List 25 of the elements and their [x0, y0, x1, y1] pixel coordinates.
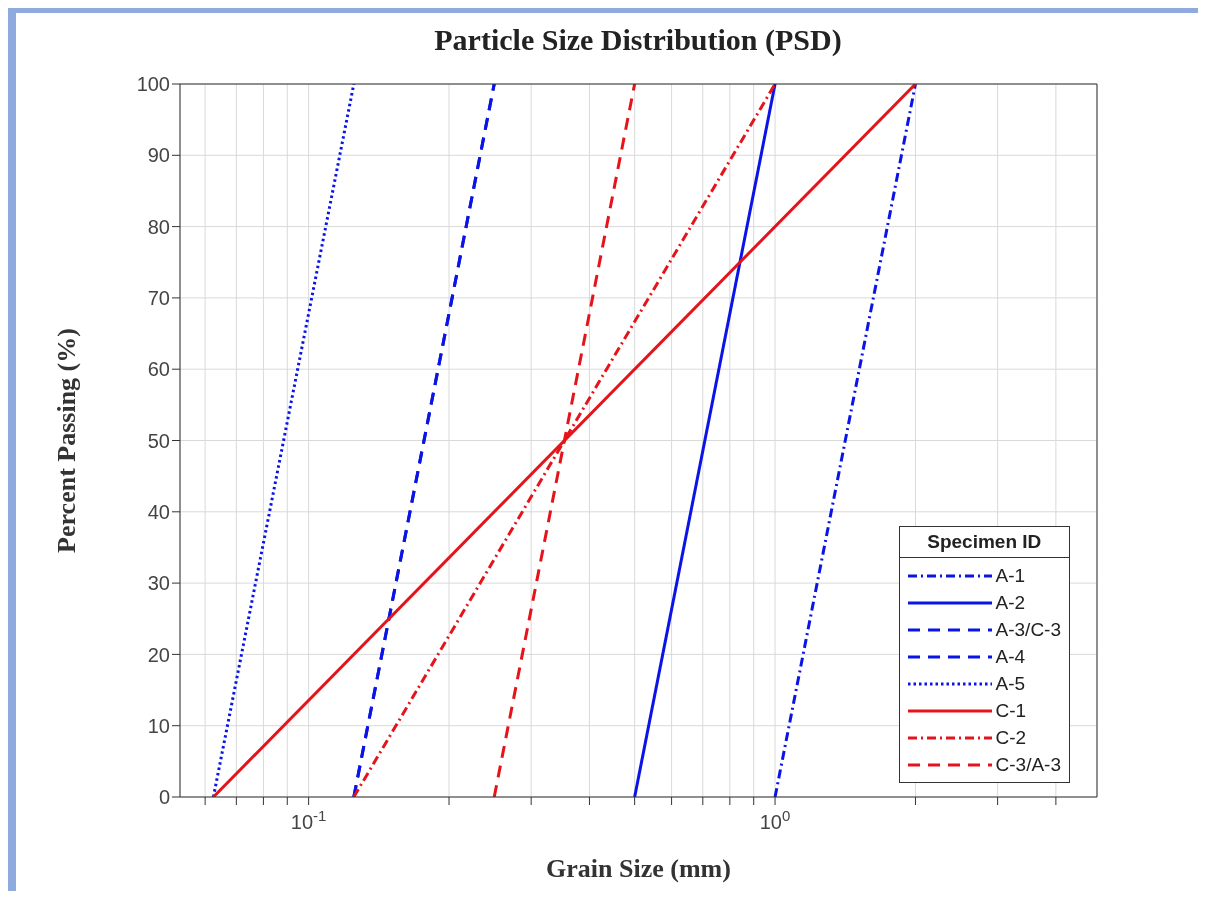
chart-title: Particle Size Distribution (PSD): [433, 23, 843, 57]
y-tick-label: 60: [147, 358, 170, 381]
legend-label: A-2: [995, 591, 1026, 614]
y-tick-label: 100: [136, 73, 170, 96]
x-tick-label: 10$^{-1}$: [290, 806, 327, 833]
y-tick-label: 0: [158, 786, 170, 809]
y-tick-label: 30: [147, 572, 170, 595]
y-tick-label: 50: [147, 429, 170, 452]
legend-label: C-1: [995, 699, 1027, 722]
legend-title: Specimen ID: [899, 527, 1069, 558]
y-tick-label: 90: [147, 144, 170, 167]
x-axis-title: Grain Size (mm): [546, 854, 731, 883]
y-tick-label: 70: [147, 287, 170, 309]
legend-label: A-3/C-3: [995, 618, 1061, 641]
legend-label: A-4: [995, 645, 1026, 668]
legend-label: A-1: [995, 564, 1026, 587]
y-axis-title: Percent Passing (%): [52, 328, 82, 553]
y-tick-label: 20: [147, 643, 170, 666]
x-tick-label: 10$^{0}$: [759, 806, 791, 833]
y-tick-label: 10: [147, 714, 170, 737]
y-tick-label: 80: [147, 215, 170, 238]
legend-label: C-3/A-3: [995, 753, 1061, 776]
y-tick-label: 40: [147, 500, 170, 523]
legend-label: C-2: [995, 726, 1027, 749]
legend-label: A-5: [995, 672, 1026, 695]
